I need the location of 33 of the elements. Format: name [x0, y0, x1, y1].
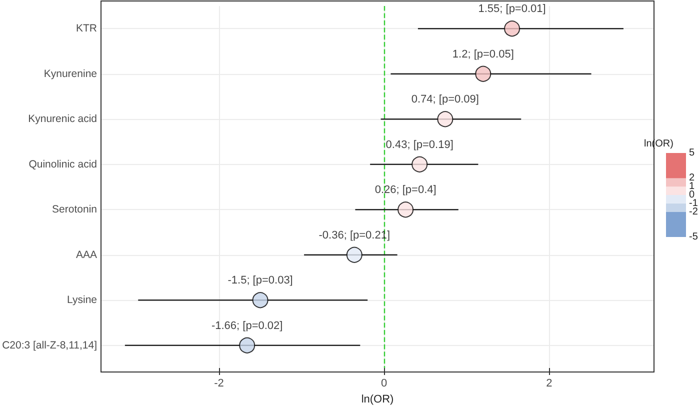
data-label: 1.2; [p=0.05]	[452, 48, 514, 60]
color-bar-label: -1	[689, 198, 698, 209]
point	[437, 111, 454, 128]
y-tick-label: Serotonin	[52, 204, 98, 216]
y-tick-label: Quinolinic acid	[28, 158, 98, 170]
data-label: 0.43; [p=0.19]	[386, 138, 454, 151]
x-tick-label: 0	[381, 378, 388, 390]
data-label: 0.74; [p=0.09]	[411, 94, 479, 106]
point	[398, 202, 414, 218]
y-tick-label: Kynurenine	[44, 68, 98, 80]
color-bar-label: 0	[689, 190, 695, 200]
y-tick-label: Kynurenic acid	[28, 113, 98, 126]
x-tick-label: 2	[546, 378, 552, 390]
data-label: 0.26; [p=0.4]	[374, 184, 436, 196]
color-bar-label: -2	[689, 206, 698, 218]
color-bar-label: -5	[689, 232, 698, 242]
data-label: -1.5; [p=0.03]	[228, 274, 293, 287]
data-label: -0.36; [p=0.21]	[318, 229, 390, 242]
point	[252, 292, 268, 308]
data-label: 1.55; [p=0.01]	[478, 3, 546, 16]
point	[239, 337, 256, 354]
y-tick-label: AAA	[76, 248, 97, 261]
point	[412, 156, 428, 172]
point	[475, 66, 492, 82]
y-tick-label: C20:3 [all-Z-8,11,14]	[2, 339, 98, 352]
color-bar-label: 5	[689, 148, 695, 158]
x-tick-label: -2	[214, 378, 224, 390]
point	[504, 20, 520, 37]
x-axis-title: ln(OR)	[361, 393, 394, 406]
y-tick-label: KTR	[76, 22, 98, 35]
data-label: -1.66; [p=0.02]	[211, 320, 283, 332]
point	[346, 246, 362, 263]
y-tick-label: Lysine	[67, 294, 98, 306]
